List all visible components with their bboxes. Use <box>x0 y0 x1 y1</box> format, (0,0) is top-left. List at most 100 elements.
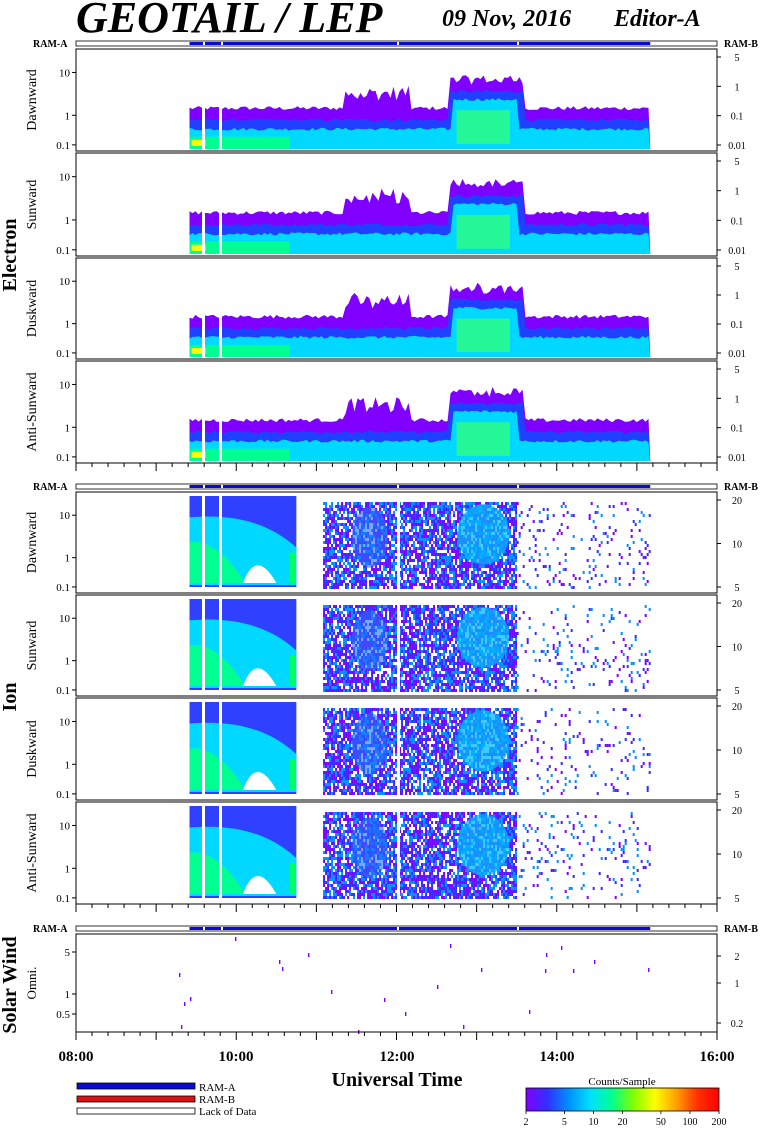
ion-pixel <box>461 680 464 683</box>
ion-pixel <box>421 538 424 541</box>
ion-pixel <box>439 517 442 520</box>
ion-pixel <box>443 644 446 647</box>
ion-pixel <box>337 577 340 580</box>
ion-pixel <box>375 574 378 577</box>
ion-pixel <box>455 635 458 638</box>
ion-pixel <box>560 583 563 586</box>
ion-pixel <box>347 535 350 538</box>
ion-pixel <box>439 583 442 586</box>
ion-pixel <box>505 659 508 662</box>
ion-pixel <box>511 583 514 586</box>
ion-pixel <box>409 668 412 671</box>
ion-pixel <box>461 511 464 514</box>
ion-pixel <box>509 632 512 635</box>
ion-pixel <box>435 550 438 553</box>
ion-pixel <box>343 535 346 538</box>
ion-pixel <box>534 586 537 589</box>
ion-pixel <box>387 565 390 568</box>
ion-pixel <box>343 674 346 677</box>
ion-pixel <box>503 686 506 689</box>
ion-pixel <box>335 677 338 680</box>
ion-pixel <box>433 568 436 571</box>
ion-pixel <box>509 638 512 641</box>
ion-pixel <box>465 671 468 674</box>
ion-pixel <box>391 617 394 620</box>
ion-pixel <box>483 689 486 692</box>
ion-pixel <box>387 629 390 632</box>
ion-pixel <box>399 526 402 529</box>
ion-pixel <box>415 629 418 632</box>
ion-pixel <box>325 711 328 714</box>
ion-pixel <box>449 526 452 529</box>
ion-pixel <box>419 632 422 635</box>
ion-pixel <box>357 671 360 674</box>
ion-pixel <box>375 502 378 505</box>
ion-pixel <box>431 629 434 632</box>
ion-pixel <box>554 680 557 683</box>
ion-pixel <box>423 641 426 644</box>
ion-pixel <box>395 650 398 653</box>
ion-pixel <box>325 786 328 789</box>
ion-pixel <box>387 553 390 556</box>
ion-pixel <box>323 744 326 747</box>
ion-pixel <box>353 674 356 677</box>
ion-pixel <box>349 523 352 526</box>
ion-pixel <box>451 583 454 586</box>
ion-pixel <box>495 674 498 677</box>
ion-pixel <box>515 614 518 617</box>
ion-pixel <box>542 623 545 626</box>
ion-pixel <box>419 526 422 529</box>
ion-pixel <box>501 611 504 614</box>
ion-pixel <box>441 508 444 511</box>
ion-pixel <box>405 608 408 611</box>
ion-pixel <box>513 635 516 638</box>
ion-pixel <box>393 535 396 538</box>
ion-pixel <box>455 502 458 505</box>
ion-pixel <box>325 744 328 747</box>
ion-pixel <box>463 680 466 683</box>
ion-pixel <box>391 665 394 668</box>
ion-pixel <box>417 662 420 665</box>
ion-pixel <box>331 723 334 726</box>
ion-pixel <box>608 680 611 683</box>
ion-pixel <box>349 632 352 635</box>
ion-pixel <box>395 577 398 580</box>
ion-pixel <box>329 714 332 717</box>
ion-pixel <box>511 650 514 653</box>
ion-pixel <box>407 611 410 614</box>
ion-pixel <box>409 686 412 689</box>
ion-pixel <box>463 671 466 674</box>
ion-pixel <box>409 638 412 641</box>
ion-pixel <box>479 668 482 671</box>
ion-pixel <box>335 526 338 529</box>
ion-pixel <box>407 550 410 553</box>
ion-pixel <box>353 617 356 620</box>
ion-pixel <box>558 571 561 574</box>
ion-pixel <box>405 514 408 517</box>
ion-pixel <box>357 608 360 611</box>
ion-pixel <box>425 538 428 541</box>
ion-pixel <box>505 665 508 668</box>
ion-pixel <box>347 614 350 617</box>
ion-pixel <box>570 671 573 674</box>
ion-pixel <box>447 586 450 589</box>
ion-pixel <box>505 617 508 620</box>
ion-pixel <box>453 565 456 568</box>
ion-pixel <box>407 514 410 517</box>
ion-pixel <box>409 553 412 556</box>
ion-pixel <box>429 680 432 683</box>
ion-pixel <box>538 511 541 514</box>
ion-pixel <box>451 577 454 580</box>
ion-pixel <box>333 538 336 541</box>
ion-pixel <box>586 620 589 623</box>
ion-pixel <box>457 614 460 617</box>
ion-pixel <box>365 605 368 608</box>
ion-pixel <box>393 650 396 653</box>
ion-pixel <box>556 653 559 656</box>
ion-pixel <box>632 541 635 544</box>
ion-pixel <box>323 520 326 523</box>
ion-pixel <box>429 580 432 583</box>
ion-pixel <box>435 665 438 668</box>
ion-pixel <box>515 526 518 529</box>
ion-pixel <box>646 580 649 583</box>
